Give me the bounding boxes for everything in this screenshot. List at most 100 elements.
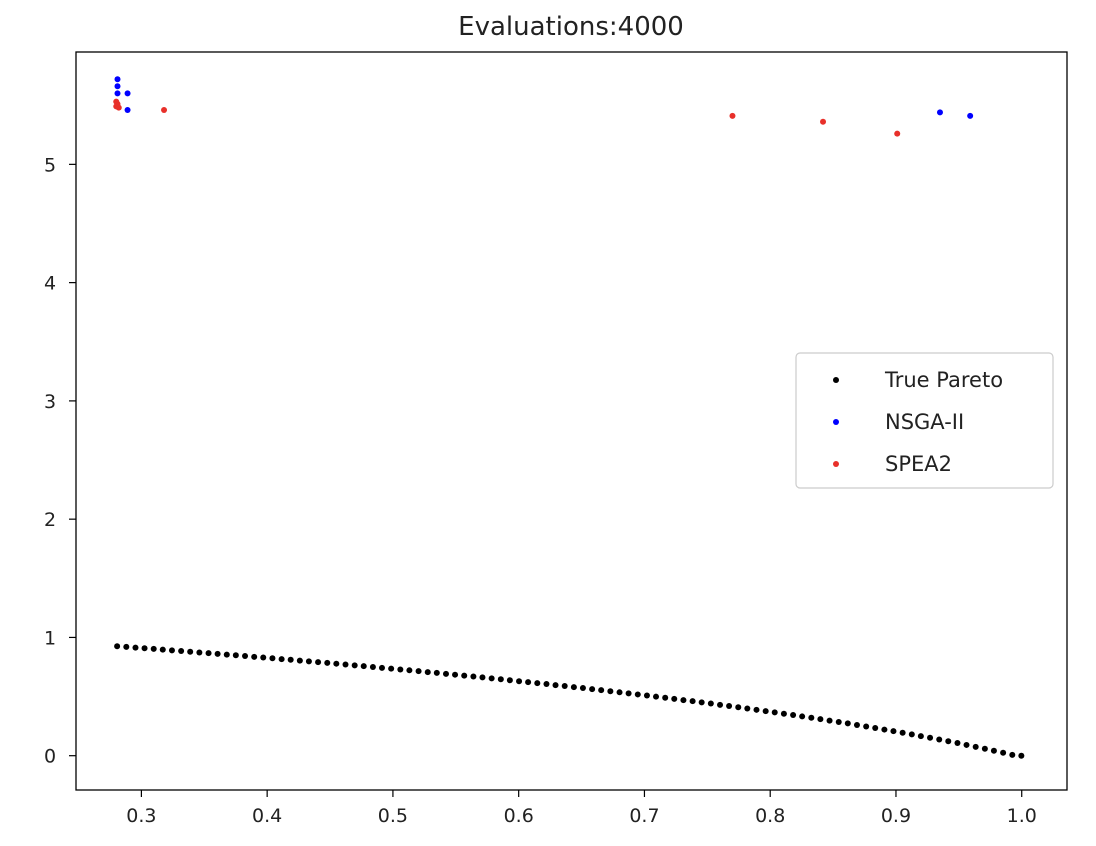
point-true-pareto xyxy=(397,666,404,673)
point-nsga-ii xyxy=(967,112,974,119)
point-true-pareto xyxy=(506,677,513,684)
point-spea2 xyxy=(729,112,736,119)
point-true-pareto xyxy=(488,675,495,682)
x-tick-label: 0.4 xyxy=(252,805,282,827)
series-spea2 xyxy=(113,98,901,137)
point-true-pareto xyxy=(899,729,906,736)
point-true-pareto xyxy=(461,672,468,679)
point-true-pareto xyxy=(689,698,696,705)
point-true-pareto xyxy=(168,647,175,654)
point-true-pareto xyxy=(717,701,724,708)
point-true-pareto xyxy=(853,721,860,728)
legend-marker-spea2 xyxy=(833,461,839,467)
point-true-pareto xyxy=(1009,751,1016,758)
point-true-pareto xyxy=(315,659,322,666)
point-true-pareto xyxy=(817,716,824,723)
point-true-pareto xyxy=(260,654,267,661)
point-true-pareto xyxy=(662,694,669,701)
y-tick-label: 1 xyxy=(44,627,56,649)
y-tick-label: 3 xyxy=(44,391,56,413)
point-true-pareto xyxy=(616,689,623,696)
point-nsga-ii xyxy=(114,76,121,83)
point-true-pareto xyxy=(342,661,349,668)
point-nsga-ii xyxy=(114,90,121,97)
point-true-pareto xyxy=(570,684,577,691)
point-true-pareto xyxy=(726,703,733,710)
point-true-pareto xyxy=(790,712,797,719)
point-true-pareto xyxy=(452,671,459,678)
series-nsga-ii xyxy=(114,76,974,119)
point-true-pareto xyxy=(287,656,294,663)
point-true-pareto xyxy=(872,725,879,732)
series-true-pareto xyxy=(114,643,1025,759)
point-true-pareto xyxy=(251,653,258,660)
point-spea2 xyxy=(894,130,901,137)
point-true-pareto xyxy=(826,717,833,724)
point-true-pareto xyxy=(963,741,970,748)
point-true-pareto xyxy=(735,704,742,711)
point-true-pareto xyxy=(835,718,842,725)
point-nsga-ii xyxy=(124,90,131,97)
point-true-pareto xyxy=(863,723,870,730)
y-axis: 0 1 2 3 4 5 xyxy=(44,154,76,768)
point-true-pareto xyxy=(351,662,358,669)
point-nsga-ii xyxy=(114,83,121,90)
point-true-pareto xyxy=(671,695,678,702)
point-true-pareto xyxy=(543,681,550,688)
point-true-pareto xyxy=(159,646,166,653)
point-true-pareto xyxy=(1000,749,1007,756)
point-true-pareto xyxy=(378,664,385,671)
point-true-pareto xyxy=(132,644,139,651)
chart-title: Evaluations:4000 xyxy=(458,12,684,42)
y-tick-label: 5 xyxy=(44,154,56,176)
point-true-pareto xyxy=(205,650,212,657)
point-true-pareto xyxy=(369,664,376,670)
point-true-pareto xyxy=(187,648,194,655)
legend: True Pareto NSGA-II SPEA2 xyxy=(795,352,1054,489)
legend-marker-nsga-ii xyxy=(833,419,839,425)
point-true-pareto xyxy=(1018,752,1025,759)
x-tick-label: 0.8 xyxy=(755,805,785,827)
point-true-pareto xyxy=(123,643,130,650)
legend-label-true-pareto: True Pareto xyxy=(884,368,1003,392)
legend-label-nsga-ii: NSGA-II xyxy=(885,410,964,434)
point-true-pareto xyxy=(324,659,331,666)
y-tick-label: 0 xyxy=(44,746,56,768)
x-tick-label: 0.3 xyxy=(126,805,156,827)
point-true-pareto xyxy=(990,747,997,754)
legend-box xyxy=(795,352,1054,489)
point-true-pareto xyxy=(196,649,203,656)
point-true-pareto xyxy=(680,697,687,704)
point-true-pareto xyxy=(890,728,897,735)
point-true-pareto xyxy=(607,688,614,695)
point-true-pareto xyxy=(945,738,952,745)
point-true-pareto xyxy=(497,676,504,683)
x-tick-label: 0.7 xyxy=(629,805,659,827)
legend-marker-true-pareto xyxy=(833,377,839,383)
point-true-pareto xyxy=(908,731,915,738)
x-tick-label: 0.6 xyxy=(504,805,534,827)
x-tick-label: 0.9 xyxy=(881,805,911,827)
point-true-pareto xyxy=(242,653,249,660)
point-true-pareto xyxy=(178,648,185,655)
point-spea2 xyxy=(820,118,827,125)
point-true-pareto xyxy=(232,652,239,659)
point-true-pareto xyxy=(433,669,440,676)
legend-label-spea2: SPEA2 xyxy=(885,452,952,476)
point-true-pareto xyxy=(296,657,303,664)
point-true-pareto xyxy=(516,678,523,685)
point-true-pareto xyxy=(114,643,121,650)
point-true-pareto xyxy=(214,650,221,657)
point-true-pareto xyxy=(141,645,148,652)
point-true-pareto xyxy=(643,692,650,699)
point-true-pareto xyxy=(753,706,760,713)
point-true-pareto xyxy=(552,682,559,689)
point-true-pareto xyxy=(653,693,660,700)
point-true-pareto xyxy=(799,713,806,720)
point-spea2 xyxy=(115,104,122,111)
y-tick-label: 2 xyxy=(44,509,56,531)
point-true-pareto xyxy=(278,656,285,663)
point-true-pareto xyxy=(625,690,632,697)
point-true-pareto xyxy=(525,679,532,686)
